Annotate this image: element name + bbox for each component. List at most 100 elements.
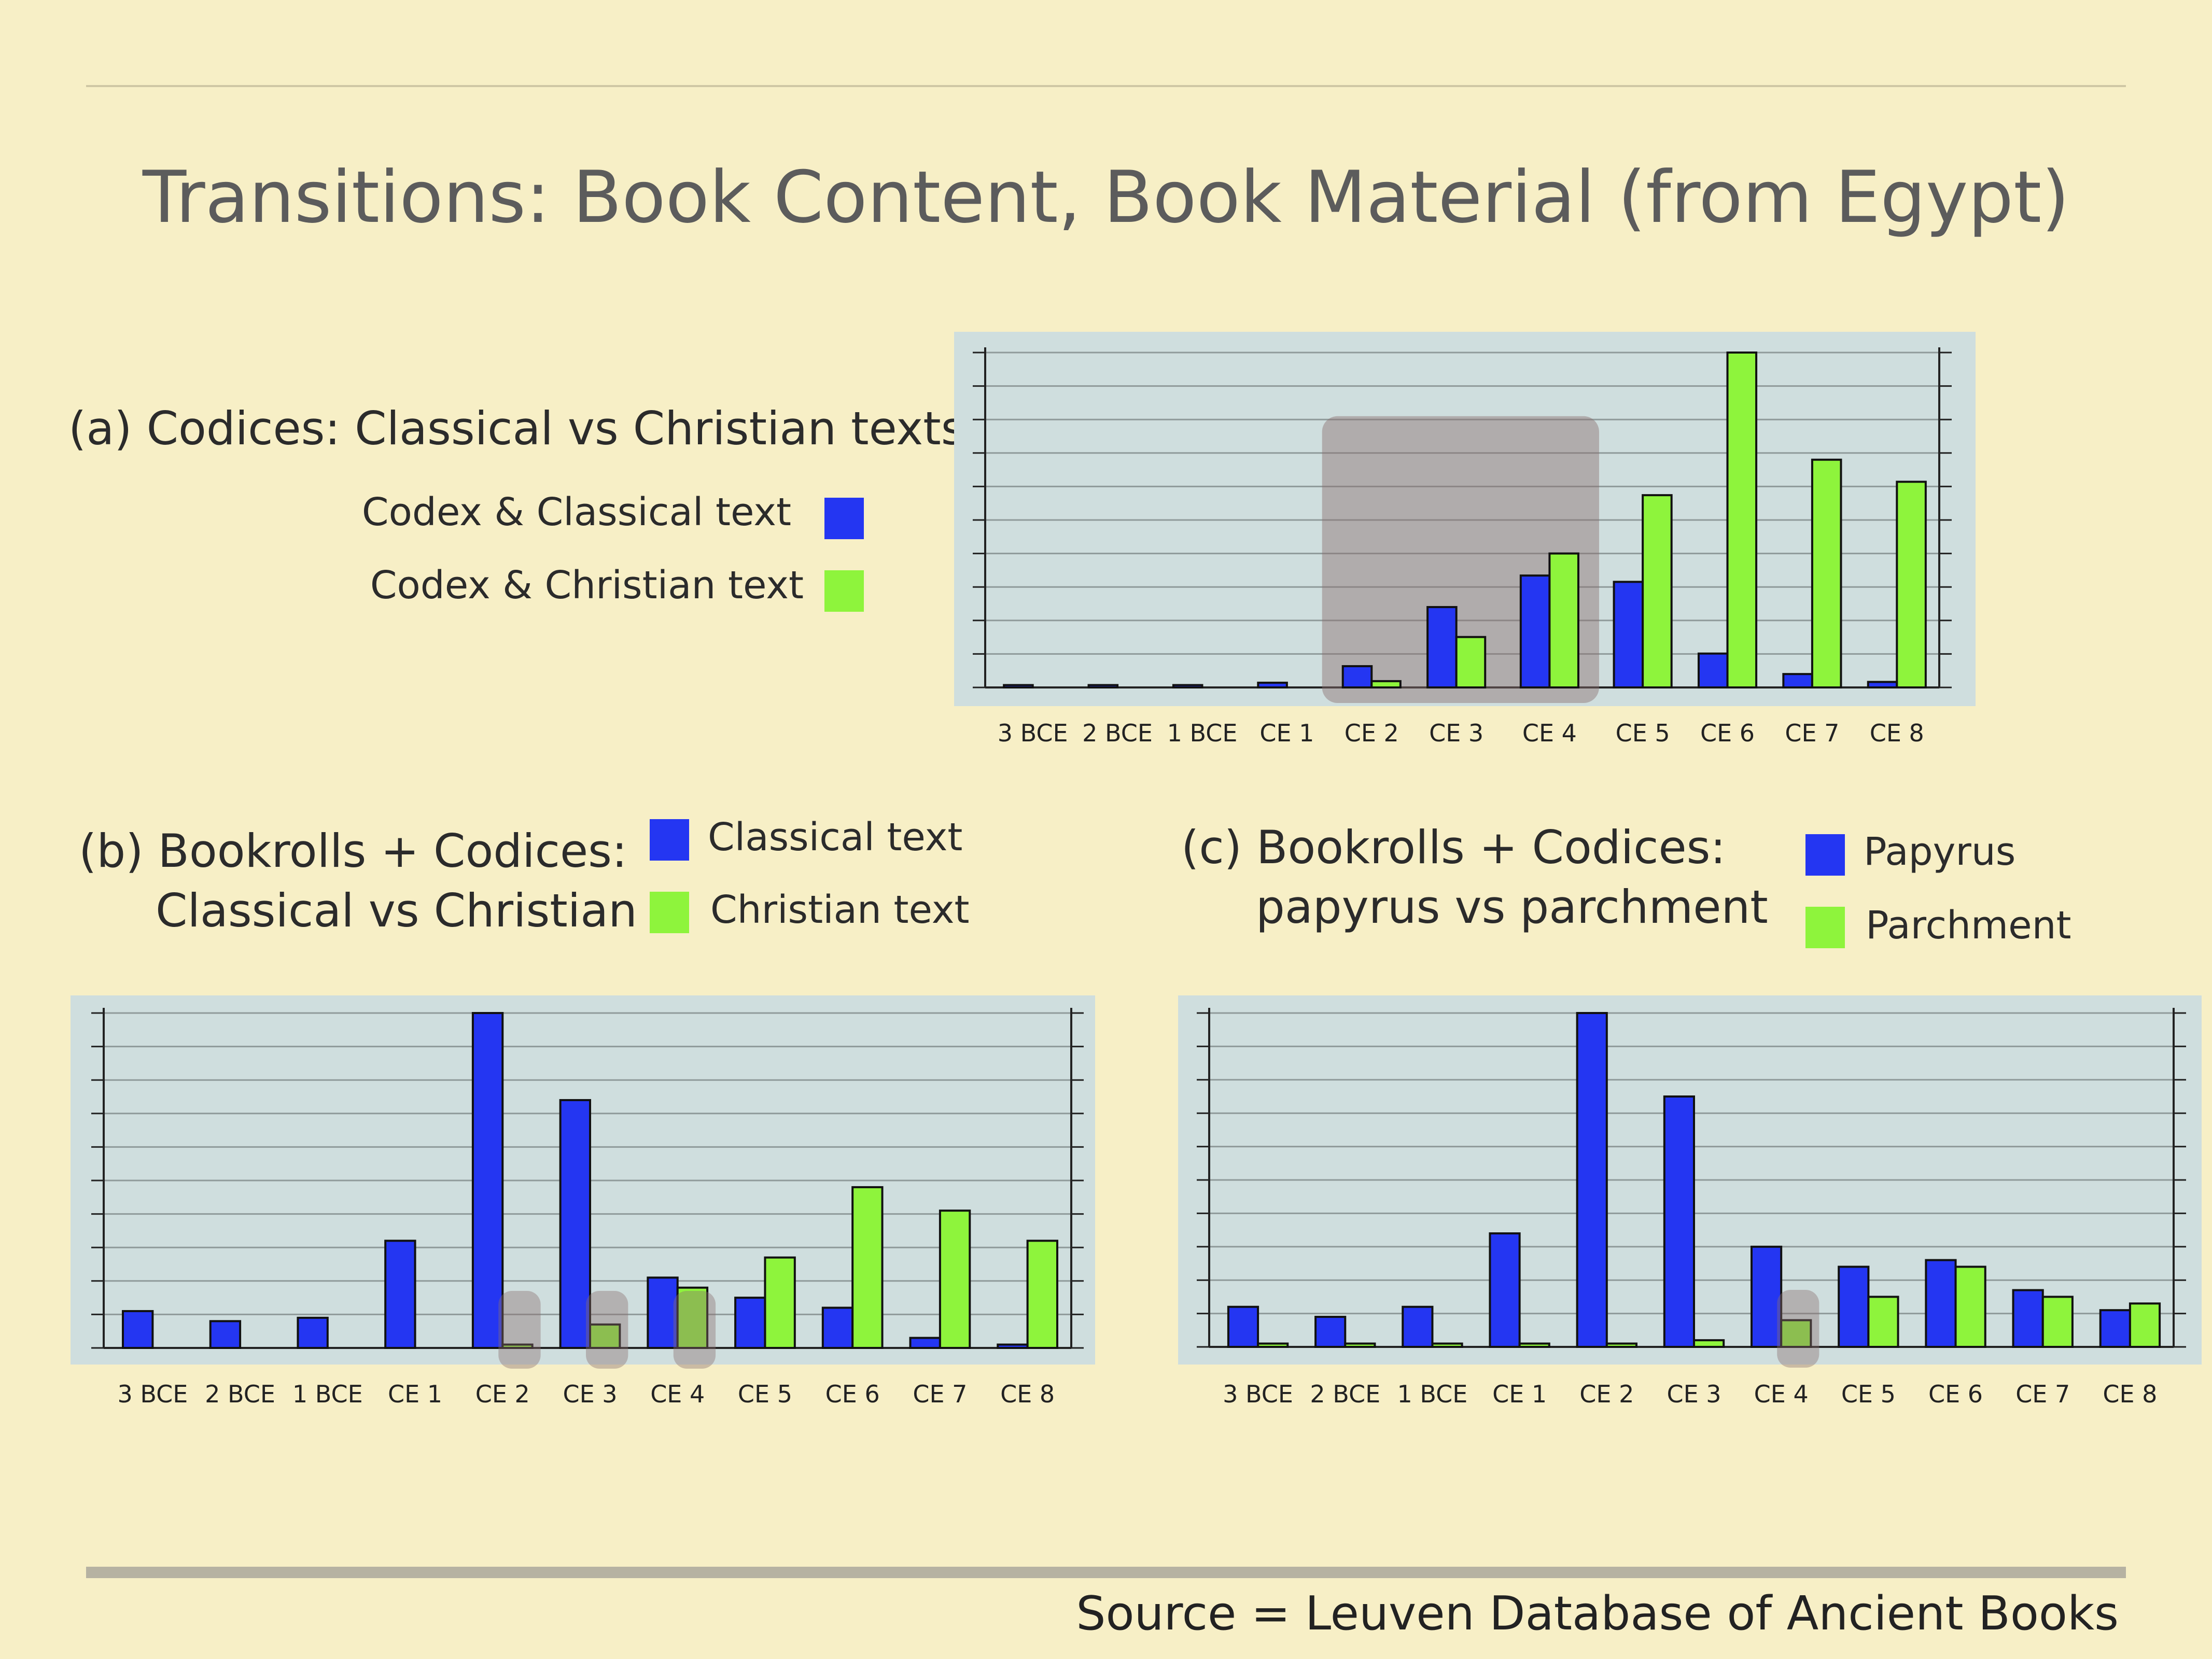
bar-series1-ce-2 — [471, 1012, 504, 1349]
highlight-box — [498, 1291, 541, 1369]
bar-series1-ce-8 — [2099, 1309, 2131, 1348]
x-tick-label: CE 5 — [1616, 719, 1670, 747]
panel-c-heading-line2: papyrus vs parchment — [1256, 880, 1768, 934]
bar-series1-ce-4 — [647, 1276, 679, 1349]
bar-series2-1-bce — [1431, 1342, 1463, 1348]
panel-a-legend-label-2: Codex & Christian text — [370, 563, 804, 608]
bar-series1-2-bce — [1314, 1316, 1347, 1348]
bar-series2-ce-8 — [1896, 481, 1927, 688]
bar-series2-ce-5 — [1642, 494, 1673, 688]
bar-series2-ce-1 — [1518, 1342, 1550, 1348]
x-tick-label: CE 5 — [1841, 1380, 1896, 1408]
x-tick-label: CE 1 — [388, 1380, 442, 1408]
x-tick-label: CE 3 — [1429, 719, 1483, 747]
bar-series1-1-bce — [1402, 1305, 1434, 1348]
bar-series1-1-bce — [297, 1316, 329, 1349]
x-tick-label: CE 1 — [1492, 1380, 1547, 1408]
x-tick-label: 1 BCE — [1167, 719, 1238, 747]
x-tick-label: 1 BCE — [292, 1380, 363, 1408]
bar-series1-ce-2 — [1576, 1012, 1608, 1348]
panel-b-heading-line1: (b) Bookrolls + Codices: — [79, 824, 627, 878]
bar-series2-ce-8 — [2129, 1302, 2161, 1348]
x-tick-label: CE 2 — [475, 1380, 530, 1408]
bar-series1-ce-6 — [1697, 652, 1729, 689]
bar-series1-ce-8 — [1867, 681, 1898, 688]
panel-b-legend-swatch-1 — [650, 819, 689, 861]
bar-series2-ce-2 — [1605, 1342, 1637, 1348]
bar-series2-ce-5 — [764, 1256, 796, 1349]
bar-series1-ce-7 — [2012, 1289, 2044, 1348]
bar-series2-ce-7 — [1811, 458, 1842, 688]
bar-series1-ce-1 — [384, 1240, 416, 1349]
panel-b-legend-label-2: Christian text — [710, 888, 970, 932]
bar-series1-ce-6 — [821, 1306, 854, 1349]
bar-series1-ce-4 — [1519, 574, 1551, 688]
bar-series1-ce-7 — [909, 1337, 941, 1349]
bottom-divider — [86, 1567, 2126, 1578]
x-tick-label: 2 BCE — [1082, 719, 1153, 747]
panel-b-legend-label-1: Classical text — [708, 815, 963, 860]
bar-series1-ce-1 — [1257, 681, 1288, 689]
x-tick-label: CE 4 — [650, 1380, 705, 1408]
x-tick-label: CE 7 — [2015, 1380, 2070, 1408]
x-tick-label: CE 4 — [1754, 1380, 1809, 1408]
panel-b-heading-line2: Classical vs Christian — [156, 884, 637, 937]
x-tick-label: 2 BCE — [205, 1380, 275, 1408]
x-tick-label: CE 3 — [1667, 1380, 1721, 1408]
bar-series2-ce-7 — [939, 1210, 971, 1349]
bar-series2-ce-8 — [1026, 1240, 1059, 1349]
bar-series1-ce-4 — [1751, 1245, 1783, 1348]
panel-b-legend-swatch-2 — [650, 892, 689, 933]
bar-series1-2-bce — [209, 1320, 242, 1349]
panel-c-legend-label-1: Papyrus — [1864, 830, 2016, 874]
x-tick-label: CE 8 — [1000, 1380, 1055, 1408]
panel-c-legend-swatch-2 — [1805, 907, 1845, 948]
bar-series1-2-bce — [1087, 684, 1119, 689]
bar-series2-ce-2 — [501, 1343, 534, 1349]
panel-a-legend-label-1: Codex & Classical text — [361, 490, 791, 535]
x-tick-label: 2 BCE — [1310, 1380, 1380, 1408]
bar-series2-ce-7 — [2041, 1296, 2074, 1348]
panel-c-legend-swatch-1 — [1805, 834, 1845, 876]
bar-series2-ce-6 — [851, 1186, 884, 1349]
top-divider — [86, 85, 2126, 87]
bar-series1-3-bce — [121, 1310, 154, 1349]
bar-series2-ce-3 — [1455, 636, 1487, 688]
bar-series1-ce-5 — [1613, 581, 1644, 688]
x-tick-label: CE 8 — [2103, 1380, 2157, 1408]
highlight-box — [1777, 1290, 1819, 1368]
bar-series1-3-bce — [1227, 1305, 1259, 1348]
bar-series2-ce-5 — [1867, 1296, 1899, 1348]
bar-series1-ce-5 — [734, 1297, 766, 1349]
bar-series1-ce-8 — [997, 1343, 1029, 1349]
x-tick-label: CE 2 — [1579, 1380, 1634, 1408]
panel-c-heading-line1: (c) Bookrolls + Codices: — [1181, 821, 1726, 874]
bar-series2-ce-3 — [589, 1323, 621, 1349]
x-tick-label: CE 4 — [1522, 719, 1577, 747]
bar-series1-ce-6 — [1925, 1259, 1957, 1348]
x-tick-label: 1 BCE — [1397, 1380, 1468, 1408]
bar-series1-ce-7 — [1782, 673, 1813, 688]
chart-a: 3 BCE 2 BCE 1 BCE CE 1 CE 2 CE 3 CE 4 CE 5 CE 6 C… — [954, 332, 1976, 747]
bar-series1-ce-3 — [559, 1099, 592, 1349]
x-tick-label: 3 BCE — [117, 1380, 188, 1408]
panel-c-legend-label-2: Parchment — [1866, 903, 2071, 948]
bar-series2-ce-4 — [676, 1286, 709, 1349]
x-tick-label: CE 6 — [825, 1380, 880, 1408]
x-tick-label: CE 6 — [1928, 1380, 1983, 1408]
bar-series1-ce-2 — [1341, 665, 1373, 689]
bar-series2-ce-2 — [1370, 680, 1402, 689]
bar-series2-ce-6 — [1726, 352, 1758, 688]
bar-series2-ce-4 — [1780, 1319, 1812, 1348]
bar-series2-ce-6 — [1954, 1266, 1986, 1348]
x-tick-label: 3 BCE — [998, 719, 1068, 747]
page-title: Transitions: Book Content, Book Material… — [142, 156, 2070, 239]
x-tick-label: CE 2 — [1345, 719, 1399, 747]
bar-series1-1-bce — [1172, 684, 1203, 689]
highlight-box — [673, 1291, 716, 1369]
x-tick-label: CE 3 — [563, 1380, 617, 1408]
x-tick-label: CE 7 — [913, 1380, 967, 1408]
x-tick-label: 3 BCE — [1223, 1380, 1293, 1408]
x-tick-label: CE 1 — [1259, 719, 1314, 747]
bar-series1-ce-3 — [1663, 1095, 1695, 1348]
